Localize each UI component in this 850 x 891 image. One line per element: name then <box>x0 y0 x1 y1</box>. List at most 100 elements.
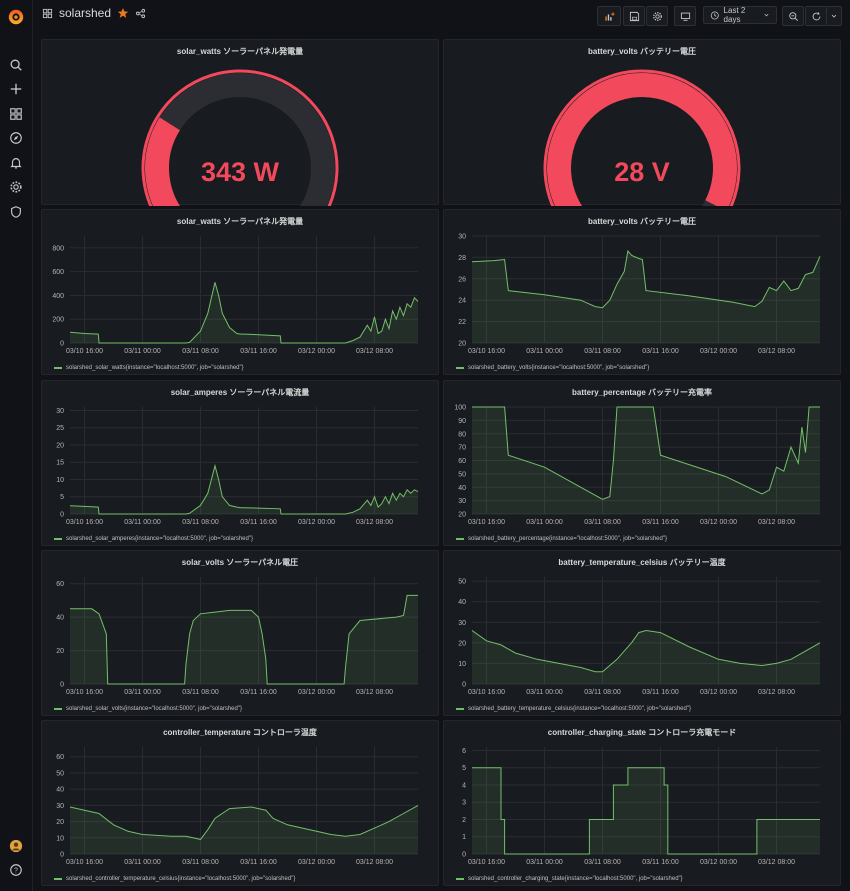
x-tick-label: 03/11 00:00 <box>526 348 563 355</box>
y-tick-label: 200 <box>52 317 64 324</box>
y-tick-label: 6 <box>462 748 466 755</box>
star-icon[interactable] <box>117 7 129 19</box>
legend-label: solarshed_solar_volts{instance="localhos… <box>66 706 242 712</box>
y-tick-label: 30 <box>56 408 64 415</box>
dashboards-icon[interactable] <box>6 104 26 124</box>
y-tick-label: 50 <box>56 770 64 777</box>
y-tick-label: 22 <box>458 319 466 326</box>
alert-bell-icon[interactable] <box>6 153 26 173</box>
y-tick-label: 90 <box>458 418 466 425</box>
y-tick-label: 15 <box>56 460 64 467</box>
gauge-value-arc <box>547 73 737 206</box>
panel-title: controller_charging_state コントローラ充電モード <box>547 728 737 737</box>
y-tick-label: 30 <box>458 620 466 627</box>
y-tick-label: 40 <box>458 485 466 492</box>
y-tick-label: 2 <box>462 817 466 824</box>
legend[interactable]: solarshed_battery_percentage{instance="l… <box>456 536 667 542</box>
y-tick-label: 800 <box>52 245 64 252</box>
y-tick-label: 60 <box>56 581 64 588</box>
shield-icon[interactable] <box>6 202 26 222</box>
share-icon[interactable] <box>135 8 146 19</box>
legend[interactable]: solarshed_solar_volts{instance="localhos… <box>54 706 242 712</box>
y-tick-label: 60 <box>458 458 466 465</box>
user-avatar[interactable] <box>6 836 26 856</box>
x-tick-label: 03/11 00:00 <box>526 689 563 696</box>
time-range-picker[interactable]: Last 2 days <box>703 6 777 24</box>
x-tick-label: 03/12 00:00 <box>298 689 335 696</box>
x-tick-label: 03/12 08:00 <box>356 859 393 866</box>
graph-panel-charging-state[interactable]: controller_charging_state コントローラ充電モード 0 1… <box>443 720 841 886</box>
graph-panel-solar-volts[interactable]: solar_volts ソーラーパネル電圧 0 20 40 60 03/10 16:00… <box>41 550 439 716</box>
gauge-panel-solar-watts[interactable]: solar_watts ソーラーパネル発電量 343 W <box>41 39 439 206</box>
zoom-out-icon <box>788 11 798 21</box>
add-panel-button[interactable] <box>597 6 621 26</box>
top-bar: solarshed Last 2 days <box>32 0 850 30</box>
legend[interactable]: solarshed_solar_watts{instance="localhos… <box>54 365 244 371</box>
dashboard-title[interactable]: solarshed <box>59 6 112 20</box>
help-icon[interactable]: ? <box>6 860 26 880</box>
graph-panel-controller-temperature[interactable]: controller_temperature コントローラ温度 0 10 20 30 4… <box>41 720 439 886</box>
x-tick-label: 03/11 16:00 <box>642 348 679 355</box>
dashboard-settings-button[interactable] <box>646 6 668 26</box>
legend[interactable]: solarshed_solar_amperes{instance="localh… <box>54 536 253 542</box>
y-tick-label: 50 <box>458 579 466 586</box>
gear-icon[interactable] <box>6 177 26 197</box>
chart-battery-volts: 20 22 24 26 28 30 03/10 16:00 03/11 00:00 03/11 … <box>458 234 821 355</box>
graph-panel-solar-amperes[interactable]: solar_amperes ソーラーパネル電流量 0 5 10 15 20 25 30 03/… <box>41 380 439 546</box>
grafana-logo-icon[interactable] <box>5 6 27 28</box>
save-dashboard-button[interactable] <box>623 6 645 26</box>
refresh-button[interactable] <box>805 6 827 26</box>
search-icon[interactable] <box>6 55 26 75</box>
x-tick-label: 03/10 16:00 <box>66 348 103 355</box>
x-tick-label: 03/11 16:00 <box>240 689 277 696</box>
y-tick-label: 20 <box>458 341 466 348</box>
legend-label: solarshed_battery_volts{instance="localh… <box>468 365 650 371</box>
x-tick-label: 03/11 16:00 <box>240 348 277 355</box>
svg-text:?: ? <box>14 868 18 875</box>
graph-panel-battery-temperature[interactable]: battery_temperature_celsius バッテリー温度 0 10 2… <box>443 550 841 716</box>
chart-solar-watts: 0 200 400 600 800 03/10 16:00 03/11 00:00 03/11… <box>52 236 419 355</box>
explore-icon[interactable] <box>6 128 26 148</box>
x-tick-label: 03/11 08:00 <box>584 348 621 355</box>
panel-title: battery_temperature_celsius バッテリー温度 <box>558 558 726 567</box>
graph-panel-battery-volts[interactable]: battery_volts バッテリー電圧 20 22 24 26 28 30 03/10 … <box>443 209 841 375</box>
refresh-interval-dropdown[interactable] <box>826 6 842 26</box>
y-tick-label: 0 <box>60 852 64 859</box>
zoom-out-button[interactable] <box>782 6 804 26</box>
series-area <box>70 595 418 684</box>
chart-solar-amperes: 0 5 10 15 20 25 30 03/10 16:00 03/11 00:00 03/11 … <box>56 407 419 526</box>
series-area <box>70 282 418 343</box>
legend-label: solarshed_controller_charging_state{inst… <box>468 876 683 882</box>
x-tick-label: 03/12 08:00 <box>758 348 795 355</box>
x-tick-label: 03/10 16:00 <box>468 859 505 866</box>
x-tick-label: 03/12 08:00 <box>758 859 795 866</box>
graph-panel-solar-watts[interactable]: solar_watts ソーラーパネル発電量 0 200 400 600 800 03/1… <box>41 209 439 375</box>
y-tick-label: 26 <box>458 276 466 283</box>
series-area <box>472 767 820 854</box>
x-tick-label: 03/12 08:00 <box>758 689 795 696</box>
panel-title: battery_volts バッテリー電圧 <box>587 47 697 56</box>
tv-mode-button[interactable] <box>674 6 696 26</box>
x-tick-label: 03/11 16:00 <box>240 859 277 866</box>
x-tick-label: 03/11 08:00 <box>182 859 219 866</box>
y-tick-label: 600 <box>52 269 64 276</box>
y-tick-label: 1 <box>462 834 466 841</box>
legend[interactable]: solarshed_controller_temperature_celsius… <box>54 876 295 882</box>
monitor-icon <box>680 12 690 21</box>
refresh-icon <box>812 11 820 20</box>
legend[interactable]: solarshed_battery_volts{instance="localh… <box>456 365 649 371</box>
plus-icon[interactable] <box>6 79 26 99</box>
graph-panel-battery-percentage[interactable]: battery_percentage バッテリー充電率 20 30 40 50 60 70… <box>443 380 841 546</box>
gauge-solar-watts: 343 W <box>141 69 339 206</box>
x-tick-label: 03/10 16:00 <box>468 348 505 355</box>
legend[interactable]: solarshed_battery_temperature_celsius{in… <box>456 706 691 712</box>
chart-solar-volts: 0 20 40 60 03/10 16:00 03/11 00:00 03/11 08:00… <box>56 577 418 696</box>
series-area <box>70 805 418 854</box>
chart-battery-percentage: 20 30 40 50 60 70 80 90 100 03/10 16:00 03/11 00:0… <box>454 405 820 526</box>
gauge-panel-battery-volts[interactable]: battery_volts バッテリー電圧 28 V <box>443 39 841 206</box>
x-tick-label: 03/12 00:00 <box>700 348 737 355</box>
y-tick-label: 100 <box>454 405 466 412</box>
legend[interactable]: solarshed_controller_charging_state{inst… <box>456 876 683 882</box>
y-tick-label: 3 <box>462 800 466 807</box>
x-tick-label: 03/11 16:00 <box>240 519 277 526</box>
